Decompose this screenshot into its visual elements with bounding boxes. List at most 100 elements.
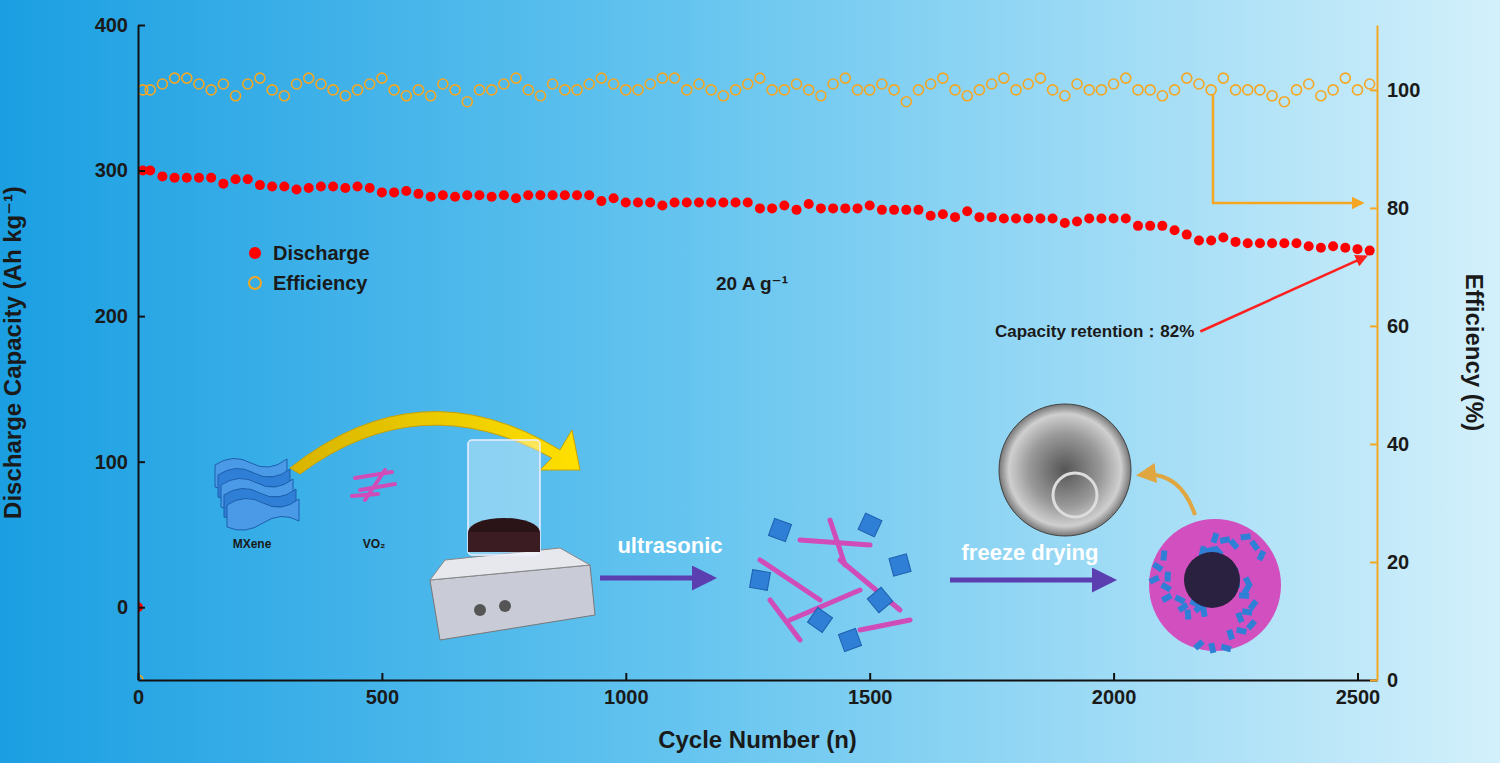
mxene-flake xyxy=(867,587,892,612)
data-point xyxy=(1145,85,1155,95)
data-point xyxy=(292,184,302,194)
data-point xyxy=(731,85,741,95)
data-point xyxy=(1292,85,1302,95)
data-point xyxy=(194,173,204,183)
data-point xyxy=(572,85,582,95)
tick-mark xyxy=(1370,443,1377,445)
sphere-flake xyxy=(1160,550,1167,561)
data-point xyxy=(938,209,948,219)
mxene-sheet xyxy=(227,498,299,530)
tick-label: 80 xyxy=(1387,197,1409,219)
data-point xyxy=(1121,73,1131,83)
data-point xyxy=(706,198,716,208)
vo2-rod xyxy=(360,484,395,490)
tick: 40 xyxy=(1370,433,1409,455)
data-point xyxy=(913,205,923,215)
data-point xyxy=(1157,91,1167,101)
sphere-flake xyxy=(1200,606,1207,617)
y-axis: 0100200300400 xyxy=(95,14,145,681)
data-point xyxy=(1352,85,1362,95)
data-point xyxy=(365,79,375,89)
legend: Discharge Efficiency xyxy=(249,242,370,294)
data-point xyxy=(1084,85,1094,95)
data-point xyxy=(1194,235,1204,245)
y2-axis: 020406080100 xyxy=(1370,26,1420,691)
legend-label: Discharge xyxy=(273,242,370,264)
data-point xyxy=(1035,73,1045,83)
data-point xyxy=(206,173,216,183)
data-point xyxy=(657,200,667,210)
data-point xyxy=(438,190,448,200)
data-point xyxy=(511,73,521,83)
tick-label: 60 xyxy=(1387,315,1409,337)
data-point xyxy=(389,85,399,95)
stirrer-knob xyxy=(499,600,511,612)
data-point xyxy=(645,198,655,208)
sem-arrow xyxy=(1140,475,1195,516)
sphere-flake xyxy=(1193,639,1204,650)
data-point xyxy=(1304,241,1314,251)
data-point xyxy=(1048,85,1058,95)
sphere-flake xyxy=(1219,536,1230,544)
x-axis: 05001000150020002500 xyxy=(133,673,1380,708)
data-point xyxy=(450,85,460,95)
data-point xyxy=(499,79,509,89)
data-point xyxy=(1255,238,1265,248)
data-point xyxy=(1218,233,1228,243)
sphere-flake xyxy=(1248,599,1259,611)
vo2-rod xyxy=(860,620,910,630)
tick: 0 xyxy=(1370,669,1398,691)
vo2-rod xyxy=(355,472,392,478)
data-point xyxy=(1060,218,1070,228)
sphere-flake xyxy=(1226,629,1235,640)
data-point xyxy=(779,200,789,210)
data-point xyxy=(316,79,326,89)
sem-inner xyxy=(1053,473,1097,517)
data-point xyxy=(938,73,948,83)
sphere-flake xyxy=(1236,627,1247,635)
vo2-rod xyxy=(352,494,378,496)
data-point xyxy=(511,193,521,203)
data-point xyxy=(828,203,838,213)
annotation-arrow xyxy=(1200,257,1365,332)
process-arrow xyxy=(950,578,1112,583)
sphere-flake xyxy=(1152,562,1164,573)
data-point xyxy=(1328,241,1338,251)
data-point xyxy=(1243,238,1253,248)
mxene-flake xyxy=(838,628,861,651)
data-point xyxy=(609,79,619,89)
tick: 60 xyxy=(1370,315,1409,337)
data-point xyxy=(255,180,265,190)
tick-mark xyxy=(1370,89,1377,91)
data-point xyxy=(694,79,704,89)
data-point xyxy=(182,173,192,183)
data-point xyxy=(1279,97,1289,107)
data-point xyxy=(596,196,606,206)
data-point xyxy=(1340,243,1350,253)
data-point xyxy=(1096,214,1106,224)
tick: 2000 xyxy=(1092,673,1137,708)
sphere-flake xyxy=(1174,595,1186,605)
tick-label: 20 xyxy=(1387,551,1409,573)
sphere-flake xyxy=(1165,572,1171,582)
sphere xyxy=(1149,519,1281,651)
data-point xyxy=(682,198,692,208)
data-point xyxy=(1243,85,1253,95)
data-point xyxy=(535,190,545,200)
plot-area xyxy=(138,73,1375,680)
data-point xyxy=(633,85,643,95)
data-point xyxy=(926,211,936,221)
legend-label: Efficiency xyxy=(273,272,368,294)
data-point xyxy=(1206,85,1216,95)
data-point xyxy=(962,206,972,216)
data-point xyxy=(792,205,802,215)
sphere-core xyxy=(1184,552,1240,608)
data-point xyxy=(560,190,570,200)
data-point xyxy=(852,85,862,95)
tick-label: 300 xyxy=(95,159,128,181)
annotation: Capacity retention：82% xyxy=(995,322,1194,341)
data-point xyxy=(584,190,594,200)
data-point xyxy=(1279,238,1289,248)
data-point xyxy=(901,97,911,107)
schematic-label: VO₂ xyxy=(363,537,386,551)
